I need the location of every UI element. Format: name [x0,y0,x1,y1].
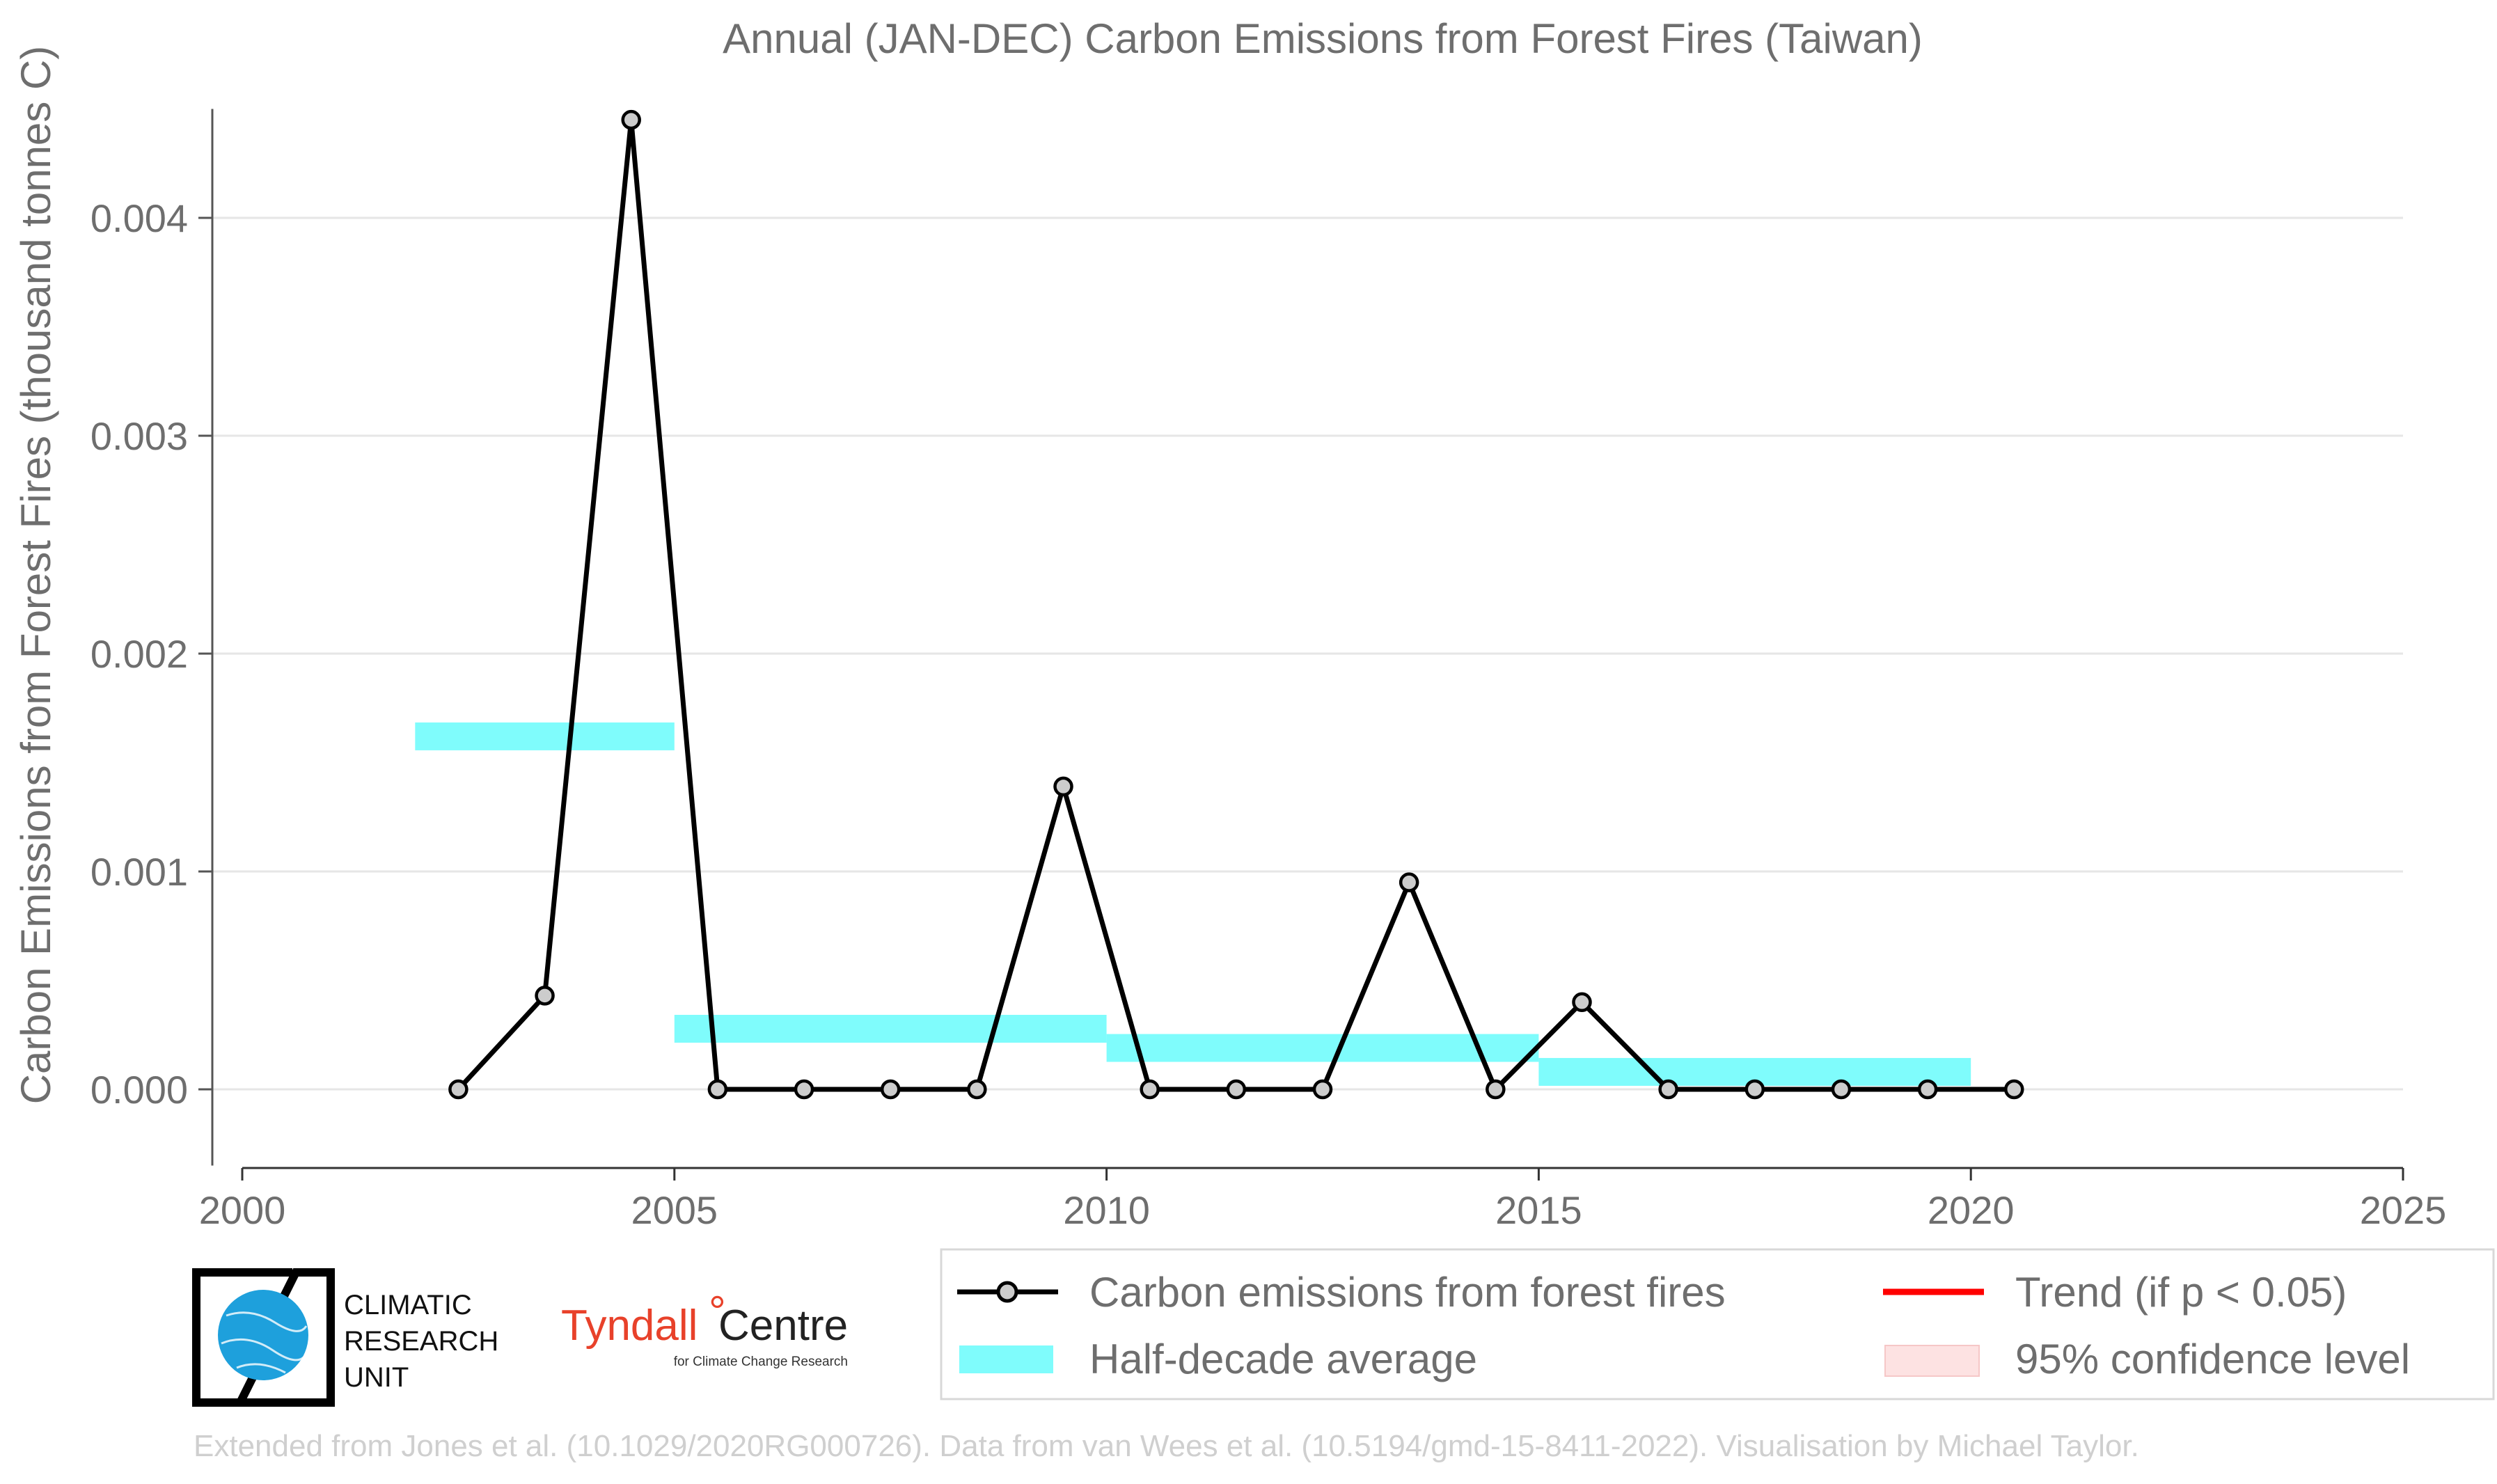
y-tick-label-3: 0.003 [90,414,188,458]
legend: Carbon emissions from forest fires Trend… [940,1248,2495,1400]
x-tick-label-5: 2025 [2360,1188,2447,1232]
tick-labels: 0.000 0.001 0.002 0.003 0.004 2000 2005 2010 201… [90,196,2446,1232]
emissions-point-17 [1917,1079,1938,1100]
half-decade-average-bands [415,722,1971,1086]
emissions-point-3 [707,1079,728,1100]
x-tick-label-4: 2020 [1928,1188,2015,1232]
emissions-point-0 [448,1079,468,1100]
legend-label-half-decade: Half-decade average [1089,1336,1477,1382]
legend-frame [940,1248,2495,1400]
legend-swatch-emissions-marker [996,1281,1018,1303]
tyndall-logo-subtitle: for Climate Change Research [674,1355,848,1369]
legend-label-trend: Trend (if p < 0.05) [2015,1269,2347,1316]
half-decade-band-1 [674,1014,1107,1043]
legend-label-emissions: Carbon emissions from forest fires [1089,1269,1726,1316]
emissions-point-16 [1831,1079,1852,1100]
emissions-point-1 [535,986,555,1006]
cru-globe-lines-icon [221,1311,308,1374]
x-tick-label-2: 2010 [1063,1188,1150,1232]
legend-swatch-half-decade [959,1345,1053,1373]
emissions-point-15 [1744,1079,1765,1100]
x-tick-label-1: 2005 [631,1188,718,1232]
y-tick-label-1: 0.001 [90,850,188,894]
tyndall-logo: Tyndall ° Centre for Climate Change Rese… [561,1288,848,1369]
cru-text-line-2: RESEARCH [344,1326,498,1357]
tyndall-logo-centre: Centre [718,1302,848,1350]
emissions-point-11 [1399,872,1419,892]
emissions-point-14 [1658,1079,1678,1100]
chart-title: Annual (JAN-DEC) Carbon Emissions from F… [723,15,1923,62]
emissions-point-4 [794,1079,814,1100]
emissions-point-10 [1312,1079,1333,1100]
cru-logo: CLIMATIC RESEARCH UNIT [192,1268,498,1407]
cru-text-line-1: CLIMATIC [344,1290,472,1320]
y-tick-label-4: 0.004 [90,196,188,240]
emissions-point-5 [880,1079,901,1100]
cru-bracket-right-icon [235,1268,335,1407]
x-tick-label-0: 2000 [199,1188,286,1232]
x-tick-label-3: 2015 [1495,1188,1582,1232]
legend-label-confidence: 95% confidence level [2015,1336,2410,1382]
emissions-point-9 [1226,1079,1247,1100]
half-decade-band-0 [415,722,675,750]
cru-text-line-3: UNIT [344,1362,409,1393]
emissions-point-18 [2004,1079,2024,1100]
emissions-line [456,119,2015,1094]
footer-credit: Extended from Jones et al. (10.1029/2020… [194,1429,2139,1463]
tyndall-logo-name: Tyndall [561,1302,698,1350]
axes [198,109,2404,1181]
legend-swatch-confidence [1884,1345,1980,1377]
y-tick-label-0: 0.000 [90,1068,188,1112]
emissions-point-12 [1486,1079,1506,1100]
cru-globe-icon [218,1290,308,1380]
y-tick-label-2: 0.002 [90,632,188,676]
half-decade-band-2 [1106,1034,1539,1062]
tyndall-logo-degree: ° [709,1288,726,1336]
emissions-point-6 [967,1079,987,1100]
emissions-point-7 [1053,776,1073,797]
emissions-series [448,109,2024,1100]
emissions-point-8 [1140,1079,1160,1100]
cru-bracket-icon [192,1268,292,1407]
y-axis-label: Carbon Emissions from Forest Fires (thou… [13,46,59,1105]
emissions-point-13 [1572,992,1592,1013]
emissions-point-2 [621,109,641,130]
grid-lines [212,216,2403,1091]
